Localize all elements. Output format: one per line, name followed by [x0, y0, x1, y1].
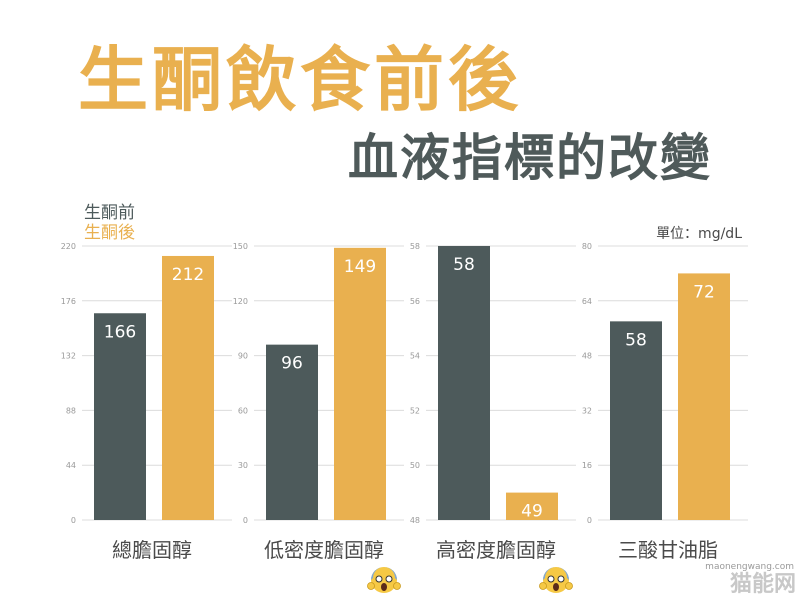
y-tick-label: 48 [582, 352, 592, 361]
bar-after [506, 492, 558, 520]
y-tick-label: 52 [410, 406, 420, 415]
category-label: 高密度膽固醇 [436, 538, 556, 562]
y-tick-label: 64 [582, 297, 592, 306]
y-tick-label: 56 [410, 297, 420, 306]
y-tick-label: 150 [233, 242, 248, 251]
y-tick-label: 0 [243, 516, 248, 525]
bar-after [162, 255, 214, 521]
category-label: 總膽固醇 [112, 538, 192, 562]
bar-value-label: 96 [281, 354, 303, 374]
legend-label-1: 生酮後 [84, 223, 135, 243]
y-tick-label: 32 [582, 406, 592, 415]
scream-emoji-icon [539, 567, 573, 593]
bar-before [438, 246, 490, 520]
bar-before [94, 313, 146, 520]
bar-before [266, 344, 318, 520]
y-tick-label: 220 [61, 242, 76, 251]
bar-value-label: 49 [521, 502, 543, 522]
bar-value-label: 212 [172, 265, 204, 285]
y-tick-label: 176 [61, 297, 76, 306]
scream-emoji-icon [367, 567, 401, 593]
bar-value-label: 58 [453, 255, 475, 275]
category-label: 低密度膽固醇 [264, 538, 384, 562]
y-tick-label: 30 [238, 461, 248, 470]
bar-value-label: 72 [693, 282, 715, 302]
y-tick-label: 0 [587, 516, 592, 525]
legend-label-0: 生酮前 [84, 203, 135, 223]
y-tick-label: 60 [238, 406, 248, 415]
y-tick-label: 90 [238, 352, 248, 361]
watermark-logo: 猫能网 [729, 572, 796, 597]
bar-value-label: 166 [104, 322, 136, 342]
y-tick-label: 132 [61, 352, 76, 361]
y-tick-label: 54 [410, 352, 420, 361]
chart-title: 生酮飲食前後 [78, 39, 522, 121]
unit-label: 單位：mg/dL [656, 226, 742, 242]
y-tick-label: 50 [410, 461, 420, 470]
y-tick-label: 88 [66, 406, 76, 415]
bar-value-label: 58 [625, 330, 647, 350]
bar-value-label: 149 [344, 257, 376, 277]
chart-subtitle: 血液指標的改變 [348, 129, 712, 187]
category-label: 三酸甘油脂 [618, 538, 718, 562]
watermark-url: maonengwang.com [705, 562, 794, 572]
y-tick-label: 0 [71, 516, 76, 525]
y-tick-label: 80 [582, 242, 592, 251]
y-tick-label: 58 [410, 242, 420, 251]
bar-after [334, 247, 386, 520]
bar-after [678, 273, 730, 520]
y-tick-label: 16 [582, 461, 592, 470]
y-tick-label: 120 [233, 297, 248, 306]
bar-before [610, 321, 662, 520]
y-tick-label: 48 [410, 516, 420, 525]
y-tick-label: 44 [66, 461, 76, 470]
